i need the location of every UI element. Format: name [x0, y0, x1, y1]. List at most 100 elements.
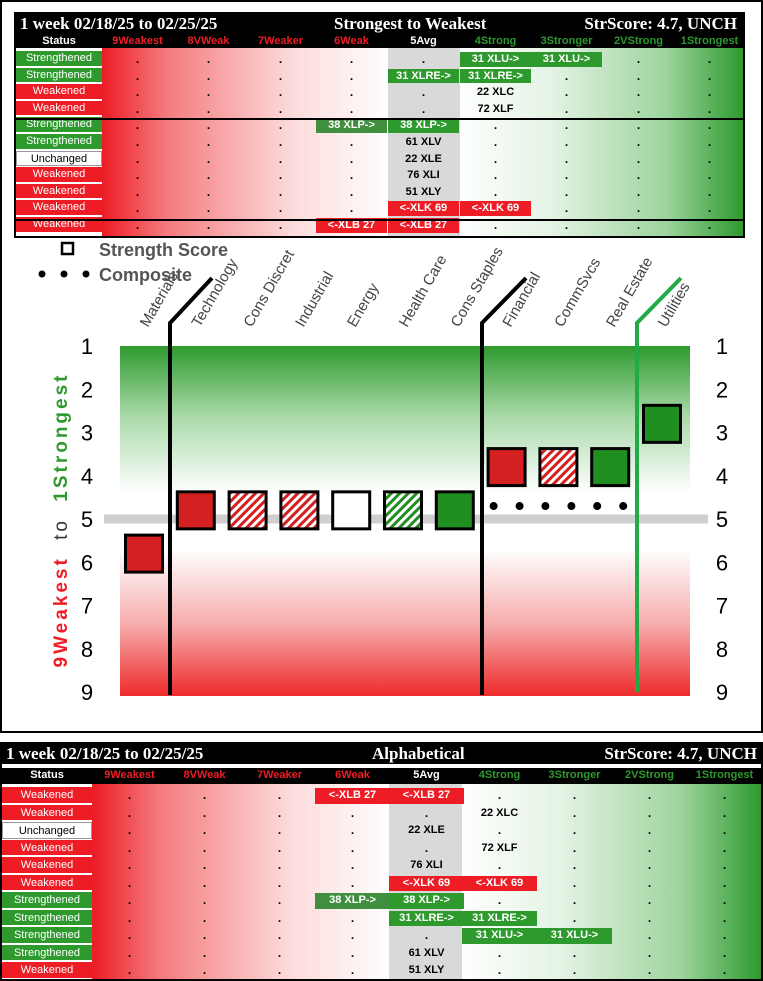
- empty-cell: .: [277, 910, 282, 925]
- y-tick-right: 6: [716, 550, 728, 575]
- divider-line-cyclicals: [168, 276, 214, 695]
- empty-cell: .: [350, 858, 355, 872]
- empty-cell: .: [707, 168, 712, 183]
- status-badge: Weakened: [16, 100, 102, 117]
- empty-cell: .: [707, 201, 712, 216]
- legend-dot-icon: [60, 270, 68, 278]
- empty-cell: .: [722, 928, 727, 942]
- empty-cell: .: [636, 168, 641, 183]
- empty-cell: .: [707, 118, 712, 133]
- empty-cell: .: [278, 85, 283, 100]
- status-badge: Weakened: [2, 857, 92, 874]
- top-column-headers: Status 9Weakest 8VWeak 7Weaker 6Weak 5Avg 4Str…: [16, 34, 743, 48]
- status-badge: Weakened: [2, 839, 92, 856]
- empty-cell: .: [135, 85, 140, 100]
- empty-cell: .: [424, 928, 429, 942]
- column-header-1: 9Weakest: [104, 769, 155, 781]
- empty-cell: .: [135, 101, 140, 116]
- sector-cell: 22 XLE: [408, 824, 445, 836]
- status-badge: Weakened: [2, 874, 92, 891]
- empty-cell: .: [564, 68, 569, 83]
- empty-cell: .: [493, 118, 498, 133]
- bottom-title-left: 1 week 02/18/25 to 02/25/25: [6, 744, 204, 763]
- table-row: Weakened.... <-XLK 69 <-XLK 69...: [2, 874, 761, 893]
- empty-cell: .: [349, 168, 354, 183]
- column-header-9: 1Strongest: [680, 35, 739, 47]
- table-row: Weakened..... 22 XLC...: [2, 804, 761, 823]
- column-header-1: 9Weakest: [112, 35, 163, 47]
- empty-cell: .: [202, 823, 207, 837]
- category-label: Cons Staples: [448, 244, 507, 330]
- empty-cell: .: [350, 928, 355, 942]
- empty-cell: .: [278, 134, 283, 149]
- empty-cell: .: [493, 151, 498, 166]
- empty-cell: .: [647, 893, 652, 907]
- empty-cell: .: [349, 85, 354, 100]
- empty-cell: .: [564, 168, 569, 183]
- empty-cell: .: [202, 788, 207, 802]
- sector-cell: 76 XLI: [410, 859, 443, 871]
- sector-cell: 51 XLY: [408, 964, 445, 976]
- y-tick-right: 1: [716, 334, 728, 359]
- empty-cell: .: [206, 201, 211, 216]
- column-header-3: 7Weaker: [256, 769, 303, 781]
- empty-cell: .: [202, 910, 207, 925]
- empty-cell: .: [277, 823, 282, 837]
- sector-cell: 31 XLU->: [462, 928, 537, 944]
- sector-cell: 31 XLRE->: [462, 910, 537, 926]
- sector-cell: <-XLB 27: [388, 217, 459, 233]
- sector-cell: 22 XLE: [405, 152, 442, 165]
- empty-cell: .: [707, 101, 712, 116]
- empty-cell: .: [636, 134, 641, 149]
- empty-cell: .: [127, 788, 132, 802]
- empty-cell: .: [722, 823, 727, 837]
- table-row: Weakened.... 76 XLI....: [2, 857, 761, 875]
- table-row: Strengthened.... 61 XLV....: [2, 944, 761, 963]
- composite-dot: [567, 502, 576, 511]
- empty-cell: .: [202, 963, 207, 977]
- empty-cell: .: [497, 963, 502, 977]
- legend-dot-icon: [38, 270, 46, 278]
- status-badge: Strengthened: [2, 927, 92, 944]
- y-tick-right: 7: [716, 594, 728, 619]
- column-header-7: 3Stronger: [548, 769, 601, 781]
- sector-cell: 38 XLP->: [388, 118, 459, 133]
- empty-cell: .: [647, 875, 652, 890]
- top-group-divider: [16, 118, 743, 120]
- column-header-5: 5Avg: [413, 769, 440, 781]
- table-row: Weakened.... 76 XLI....: [16, 167, 743, 184]
- empty-cell: .: [707, 68, 712, 83]
- empty-cell: .: [497, 823, 502, 837]
- y-tick-right: 4: [716, 464, 728, 489]
- empty-cell: .: [278, 168, 283, 183]
- sector-cell: 72 XLF: [477, 102, 514, 115]
- column-header-2: 8VWeak: [183, 769, 226, 781]
- empty-cell: .: [647, 928, 652, 942]
- empty-cell: .: [722, 840, 727, 855]
- sector-cell: 22 XLC: [480, 806, 519, 819]
- empty-cell: .: [421, 85, 426, 100]
- table-row: Strengthened..... 31 XLU-> 31 XLU->..: [16, 51, 743, 68]
- empty-cell: .: [277, 788, 282, 802]
- y-tick-left: 6: [81, 550, 93, 575]
- composite-dot: [515, 502, 524, 511]
- empty-cell: .: [350, 963, 355, 977]
- table-row: Weakened.... 51 XLY....: [2, 962, 761, 980]
- strength-square: [127, 536, 161, 571]
- empty-cell: .: [636, 118, 641, 133]
- sector-cell: 31 XLU->: [531, 52, 602, 67]
- empty-cell: .: [572, 963, 577, 977]
- status-badge: Weakened: [16, 84, 102, 100]
- divider-line-defensives: [480, 276, 528, 695]
- empty-cell: .: [206, 184, 211, 199]
- empty-cell: .: [493, 168, 498, 183]
- empty-cell: .: [202, 893, 207, 907]
- sector-cell: 38 XLP->: [316, 118, 387, 133]
- empty-cell: .: [202, 945, 207, 960]
- sector-cell: 76 XLI: [407, 169, 440, 182]
- status-badge: Strengthened: [16, 117, 102, 133]
- sector-cell: 38 XLP->: [389, 893, 464, 909]
- composite-dot: [489, 502, 498, 511]
- sector-cell: 38 XLP->: [315, 893, 390, 909]
